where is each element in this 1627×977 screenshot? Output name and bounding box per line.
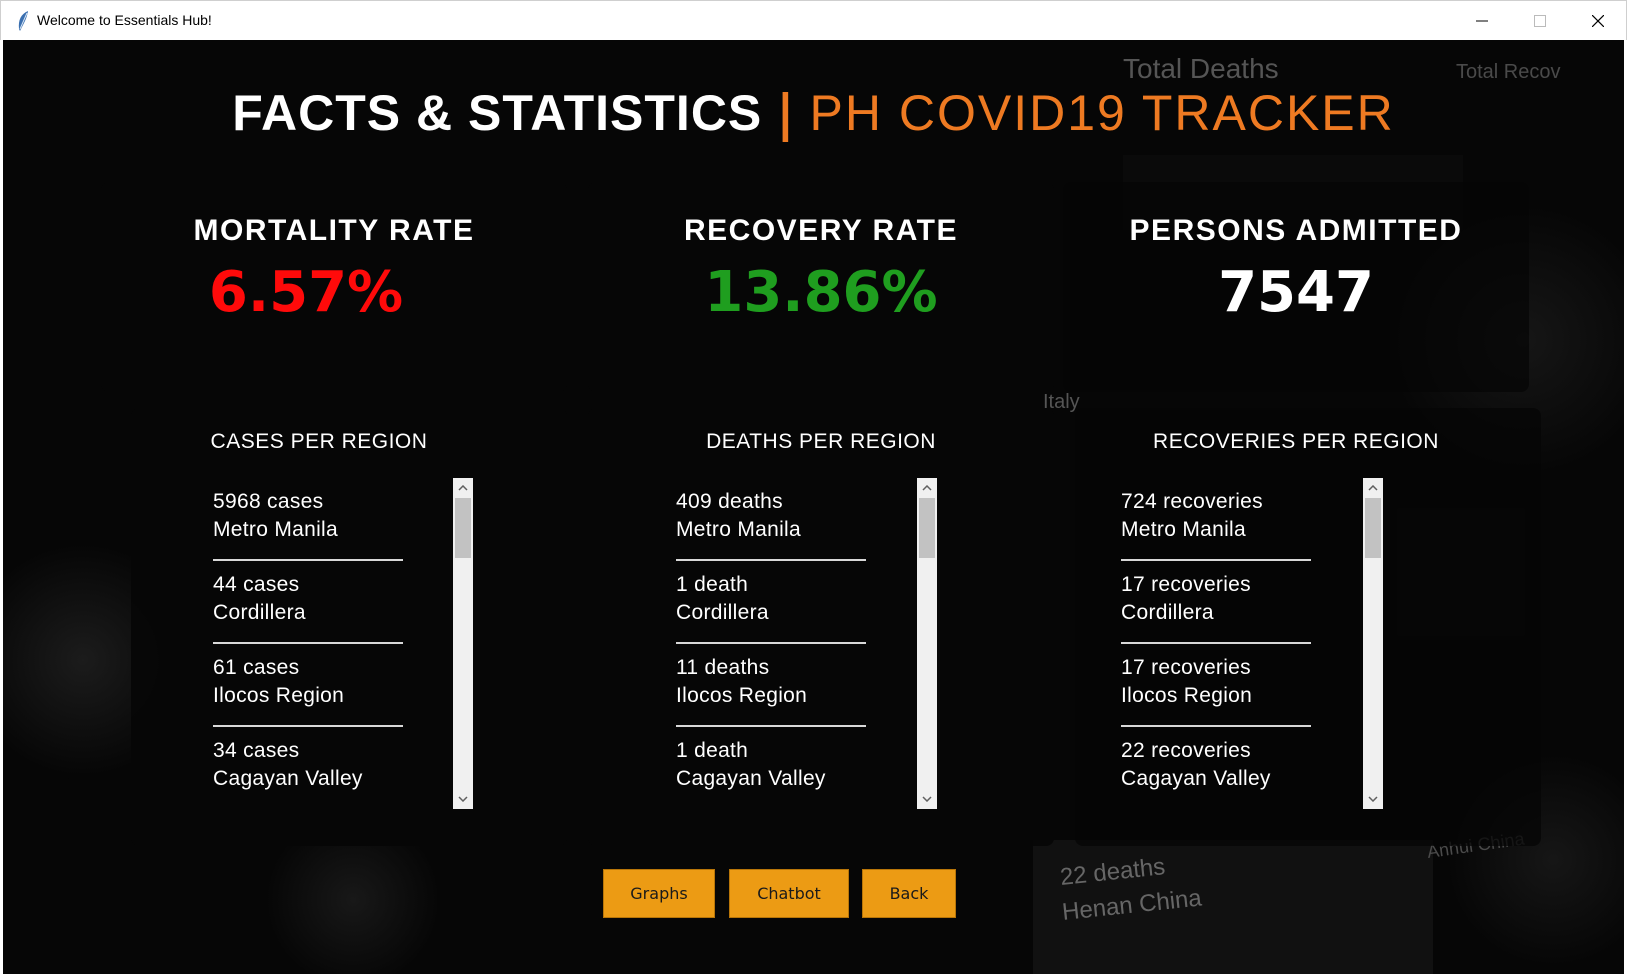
back-button[interactable]: Back bbox=[862, 869, 956, 918]
persons-admitted-label: PERSONS ADMITTED bbox=[1129, 214, 1463, 247]
minimize-icon bbox=[1476, 20, 1488, 22]
scroll-up-button[interactable] bbox=[917, 478, 937, 498]
mortality-rate-card: MORTALITY RATE 6.57% bbox=[101, 182, 567, 392]
item-count: 44 cases bbox=[213, 573, 300, 596]
list-item[interactable]: 1 death Cagayan Valley bbox=[676, 727, 866, 808]
scroll-down-button[interactable] bbox=[917, 789, 937, 809]
item-count: 17 recoveries bbox=[1121, 573, 1251, 596]
title-main: FACTS & STATISTICS bbox=[232, 85, 763, 141]
item-region: Ilocos Region bbox=[1121, 684, 1253, 707]
maximize-icon bbox=[1534, 15, 1546, 27]
recovery-rate-value: 13.86% bbox=[704, 260, 938, 325]
chevron-up-icon bbox=[1368, 485, 1378, 491]
title-sub: PH COVID19 TRACKER bbox=[809, 85, 1395, 141]
item-count: 22 recoveries bbox=[1121, 739, 1251, 762]
deaths-scrollbar[interactable] bbox=[917, 478, 937, 809]
item-region: Metro Manila bbox=[1121, 518, 1246, 541]
chevron-up-icon bbox=[458, 485, 468, 491]
recoveries-per-region-panel: RECOVERIES PER REGION 724 recoveries Met… bbox=[1075, 408, 1541, 846]
list-item[interactable]: 5968 cases Metro Manila bbox=[213, 478, 403, 561]
item-region: Metro Manila bbox=[676, 518, 801, 541]
list-item[interactable]: 724 recoveries Metro Manila bbox=[1121, 478, 1311, 561]
item-count: 724 recoveries bbox=[1121, 490, 1263, 513]
item-region: Cagayan Valley bbox=[213, 767, 363, 790]
cases-list[interactable]: 5968 cases Metro Manila 44 cases Cordill… bbox=[213, 478, 403, 808]
list-item[interactable]: 1 death Cordillera bbox=[676, 561, 866, 644]
deaths-per-region-panel: DEATHS PER REGION 409 deaths Metro Manil… bbox=[588, 408, 1054, 846]
scroll-up-button[interactable] bbox=[453, 478, 473, 498]
maximize-button[interactable] bbox=[1511, 1, 1569, 41]
item-count: 1 death bbox=[676, 573, 749, 596]
item-count: 11 deaths bbox=[676, 656, 770, 679]
chatbot-button[interactable]: Chatbot bbox=[729, 869, 849, 918]
item-region: Ilocos Region bbox=[676, 684, 808, 707]
list-item[interactable]: 17 recoveries Ilocos Region bbox=[1121, 644, 1311, 727]
app-canvas: Total Deaths Total Recov Italy 22 deaths… bbox=[3, 40, 1624, 974]
chevron-down-icon bbox=[458, 796, 468, 802]
list-item[interactable]: 11 deaths Ilocos Region bbox=[676, 644, 866, 727]
item-count: 1 death bbox=[676, 739, 749, 762]
scroll-down-button[interactable] bbox=[453, 789, 473, 809]
list-item[interactable]: 34 cases Cagayan Valley bbox=[213, 727, 403, 808]
item-region: Cagayan Valley bbox=[1121, 767, 1271, 790]
chevron-up-icon bbox=[922, 485, 932, 491]
recoveries-per-region-title: RECOVERIES PER REGION bbox=[1153, 430, 1439, 453]
title-separator: | bbox=[776, 84, 796, 142]
close-button[interactable] bbox=[1569, 1, 1627, 41]
bg-italy: Italy bbox=[1043, 391, 1080, 413]
graphs-button[interactable]: Graphs bbox=[603, 869, 715, 918]
deaths-list[interactable]: 409 deaths Metro Manila 1 death Cordille… bbox=[676, 478, 866, 808]
scroll-down-button[interactable] bbox=[1363, 789, 1383, 809]
window-title: Welcome to Essentials Hub! bbox=[37, 12, 212, 28]
scroll-up-button[interactable] bbox=[1363, 478, 1383, 498]
item-region: Cordillera bbox=[1121, 601, 1214, 624]
feather-icon bbox=[18, 11, 28, 31]
recoveries-scrollbar[interactable] bbox=[1363, 478, 1383, 809]
item-count: 34 cases bbox=[213, 739, 300, 762]
list-item[interactable]: 44 cases Cordillera bbox=[213, 561, 403, 644]
scroll-thumb[interactable] bbox=[919, 498, 935, 558]
deaths-per-region-title: DEATHS PER REGION bbox=[706, 430, 936, 453]
item-count: 61 cases bbox=[213, 656, 300, 679]
recovery-rate-label: RECOVERY RATE bbox=[684, 214, 958, 247]
cases-per-region-title: CASES PER REGION bbox=[210, 430, 428, 453]
item-region: Cagayan Valley bbox=[676, 767, 826, 790]
recoveries-list[interactable]: 724 recoveries Metro Manila 17 recoverie… bbox=[1121, 478, 1311, 808]
minimize-button[interactable] bbox=[1453, 1, 1511, 41]
item-count: 17 recoveries bbox=[1121, 656, 1251, 679]
close-icon bbox=[1592, 15, 1604, 27]
item-count: 409 deaths bbox=[676, 490, 783, 513]
item-region: Metro Manila bbox=[213, 518, 338, 541]
mortality-rate-label: MORTALITY RATE bbox=[193, 214, 475, 247]
cases-scrollbar[interactable] bbox=[453, 478, 473, 809]
list-item[interactable]: 17 recoveries Cordillera bbox=[1121, 561, 1311, 644]
scroll-thumb[interactable] bbox=[1365, 498, 1381, 558]
bg-total-deaths: Total Deaths bbox=[1123, 53, 1279, 84]
list-item[interactable]: 409 deaths Metro Manila bbox=[676, 478, 866, 561]
window-titlebar: Welcome to Essentials Hub! bbox=[0, 0, 1627, 40]
recovery-rate-card: RECOVERY RATE 13.86% bbox=[588, 182, 1054, 392]
item-region: Ilocos Region bbox=[213, 684, 345, 707]
chevron-down-icon bbox=[1368, 796, 1378, 802]
item-region: Cordillera bbox=[213, 601, 306, 624]
bg-total-recov: Total Recov bbox=[1456, 61, 1561, 83]
scroll-thumb[interactable] bbox=[455, 498, 471, 558]
list-item[interactable]: 22 recoveries Cagayan Valley bbox=[1121, 727, 1311, 808]
persons-admitted-card: PERSONS ADMITTED 7547 bbox=[1063, 182, 1529, 392]
list-item[interactable]: 61 cases Ilocos Region bbox=[213, 644, 403, 727]
item-count: 5968 cases bbox=[213, 490, 324, 513]
item-region: Cordillera bbox=[676, 601, 769, 624]
mortality-rate-value: 6.57% bbox=[208, 260, 404, 325]
chevron-down-icon bbox=[922, 796, 932, 802]
page-title: FACTS & STATISTICS | PH COVID19 TRACKER bbox=[3, 84, 1624, 142]
cases-per-region-panel: CASES PER REGION 5968 cases Metro Manila… bbox=[131, 408, 567, 846]
persons-admitted-value: 7547 bbox=[1218, 260, 1374, 325]
